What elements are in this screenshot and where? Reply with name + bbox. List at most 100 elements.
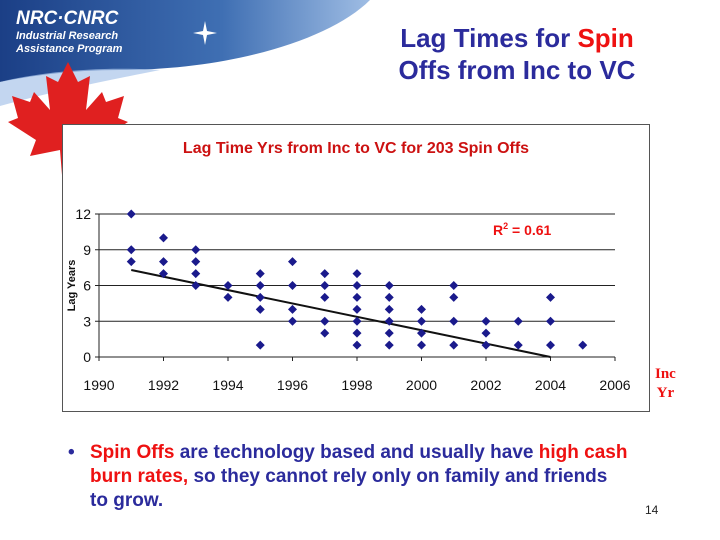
- data-point: [320, 292, 330, 302]
- bullet-seg-3: high cash burn rates,: [90, 442, 628, 487]
- data-point: [159, 233, 168, 243]
- data-point: [191, 281, 201, 290]
- data-point: [449, 340, 459, 350]
- x-tick-label: 2000: [406, 377, 437, 393]
- data-point: [191, 257, 201, 267]
- data-points: [126, 209, 588, 350]
- logo-line-1: Industrial Research: [16, 30, 119, 42]
- data-point: [384, 316, 394, 326]
- x-tick-label: 1992: [148, 377, 179, 393]
- r-squared-r: R: [493, 222, 503, 238]
- bullet-seg-4: so they cannot rely only on family and f…: [90, 466, 608, 511]
- data-point: [320, 328, 330, 338]
- y-tick-label: 0: [83, 349, 91, 365]
- sparkle-icon: [193, 21, 217, 45]
- data-point: [417, 316, 426, 326]
- logo-line-2: Assistance Program: [16, 43, 123, 55]
- data-point: [384, 340, 394, 350]
- data-point: [223, 281, 233, 290]
- scatter-chart: Lag Time Yrs from Inc to VC for 203 Spin…: [66, 140, 631, 393]
- data-point: [352, 340, 362, 350]
- bullet-seg-2: are technology based and usually have: [174, 442, 539, 463]
- x-tick-label: 1994: [212, 377, 243, 393]
- x-tick-label: 1990: [83, 377, 114, 393]
- y-tick-label: 9: [83, 242, 91, 258]
- slide-title: Lag Times for Spin Offs from Inc to VC: [352, 22, 682, 86]
- chart-title: Lag Time Yrs from Inc to VC for 203 Spin…: [183, 140, 529, 157]
- inc-yr-line-2: Yr: [656, 385, 675, 401]
- y-tick-label: 12: [75, 206, 91, 222]
- y-tick-label: 6: [83, 278, 91, 294]
- trendline: [131, 269, 551, 358]
- r-squared-label: R2 = 0.61: [493, 221, 552, 238]
- page-number: 14: [645, 503, 659, 517]
- data-point: [546, 292, 555, 302]
- title-part-1: Lag Times for: [400, 23, 578, 53]
- inc-yr-label: Inc Yr: [655, 365, 676, 403]
- data-point: [417, 304, 426, 314]
- inc-yr-line-1: Inc: [655, 366, 676, 382]
- r-squared-sup: 2: [503, 221, 508, 231]
- bullet-marker: •: [68, 442, 75, 463]
- bullet-point: • Spin Offs are technology based and usu…: [68, 441, 630, 513]
- data-point: [481, 328, 491, 338]
- data-point: [126, 209, 136, 219]
- data-point: [578, 340, 588, 350]
- x-tick-label: 1998: [341, 377, 372, 393]
- data-point: [255, 304, 265, 314]
- data-point: [191, 245, 201, 255]
- data-point: [352, 328, 362, 338]
- data-point: [384, 292, 394, 302]
- data-point: [449, 316, 459, 326]
- title-line-2: Offs from Inc to VC: [398, 55, 636, 85]
- axes: [95, 213, 616, 361]
- data-point: [449, 292, 459, 302]
- data-point: [449, 281, 459, 290]
- data-point: [513, 316, 523, 326]
- data-point: [352, 269, 362, 279]
- logo-nrc: NRC·CNRC: [16, 8, 119, 29]
- bullet-text: Spin Offs are technology based and usual…: [90, 441, 630, 513]
- data-point: [159, 269, 168, 279]
- data-point: [546, 316, 555, 326]
- x-tick-label: 2002: [470, 377, 501, 393]
- data-point: [255, 269, 265, 279]
- data-point: [352, 316, 362, 326]
- data-point: [481, 340, 491, 350]
- data-point: [320, 281, 330, 290]
- data-point: [255, 292, 265, 302]
- data-point: [126, 245, 136, 255]
- r-squared-value: = 0.61: [508, 222, 551, 238]
- data-point: [320, 316, 330, 326]
- data-point: [320, 269, 330, 279]
- y-tick-label: 3: [83, 313, 91, 329]
- data-point: [191, 269, 201, 279]
- x-tick-label: 2004: [535, 377, 566, 393]
- data-point: [417, 328, 426, 338]
- data-point: [352, 281, 362, 290]
- chart-frame: Lag Time Yrs from Inc to VC for 203 Spin…: [62, 124, 650, 412]
- data-point: [546, 340, 555, 350]
- y-axis-label: Lag Years: [66, 260, 78, 312]
- data-point: [255, 340, 265, 350]
- data-point: [126, 257, 136, 267]
- data-point: [417, 340, 426, 350]
- data-point: [513, 340, 523, 350]
- trendline-line: [131, 269, 551, 358]
- x-tick-labels: 1990 1992 1994 1996 1998 2000 2002 2004 2006: [83, 377, 630, 393]
- data-point: [384, 328, 394, 338]
- data-point: [255, 281, 265, 290]
- bullet-seg-1: Spin Offs: [90, 442, 175, 463]
- x-tick-label: 1996: [277, 377, 308, 393]
- data-point: [352, 292, 362, 302]
- title-part-2: Spin: [577, 23, 634, 53]
- logo-text: NRC·CNRC Industrial Research Assistance …: [16, 8, 122, 56]
- data-point: [352, 304, 362, 314]
- data-point: [288, 316, 297, 326]
- x-tick-label: 2006: [599, 377, 630, 393]
- data-point: [159, 257, 168, 267]
- data-point: [384, 304, 394, 314]
- data-point: [288, 257, 297, 267]
- data-point: [223, 292, 233, 302]
- data-point: [384, 281, 394, 290]
